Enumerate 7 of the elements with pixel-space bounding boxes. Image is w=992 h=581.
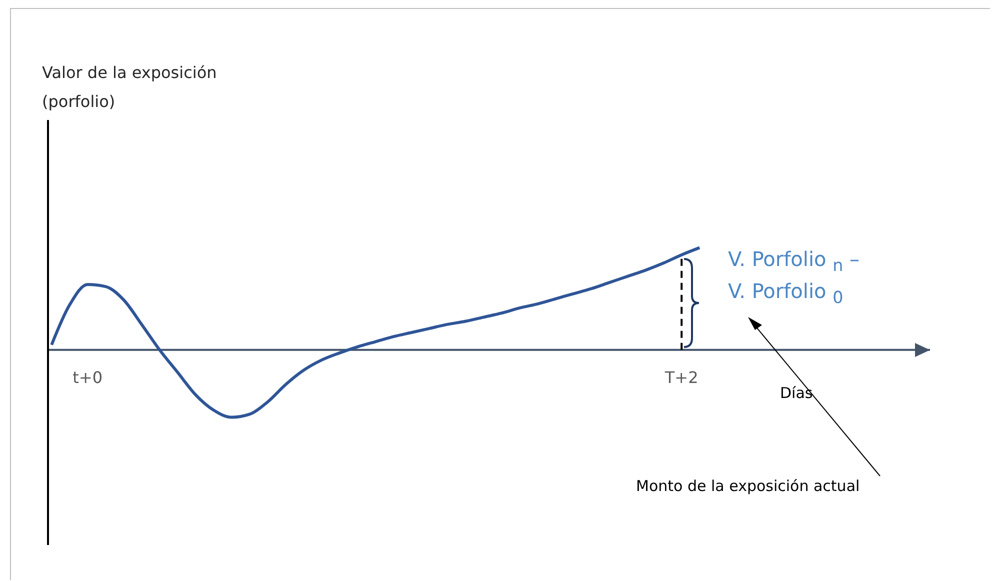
text: V. Porfolio $_{n}$ –: [728, 247, 860, 275]
text: Monto de la exposición actual: [636, 477, 860, 495]
x-tick-label: T+2: [664, 368, 698, 387]
x-axis-title: Días: [780, 384, 813, 402]
x-tick-label: t+0: [72, 368, 103, 387]
text: V. Porfolio $_{0}$: [728, 279, 844, 307]
text: Valor de la exposición (porfolio): [42, 62, 218, 113]
